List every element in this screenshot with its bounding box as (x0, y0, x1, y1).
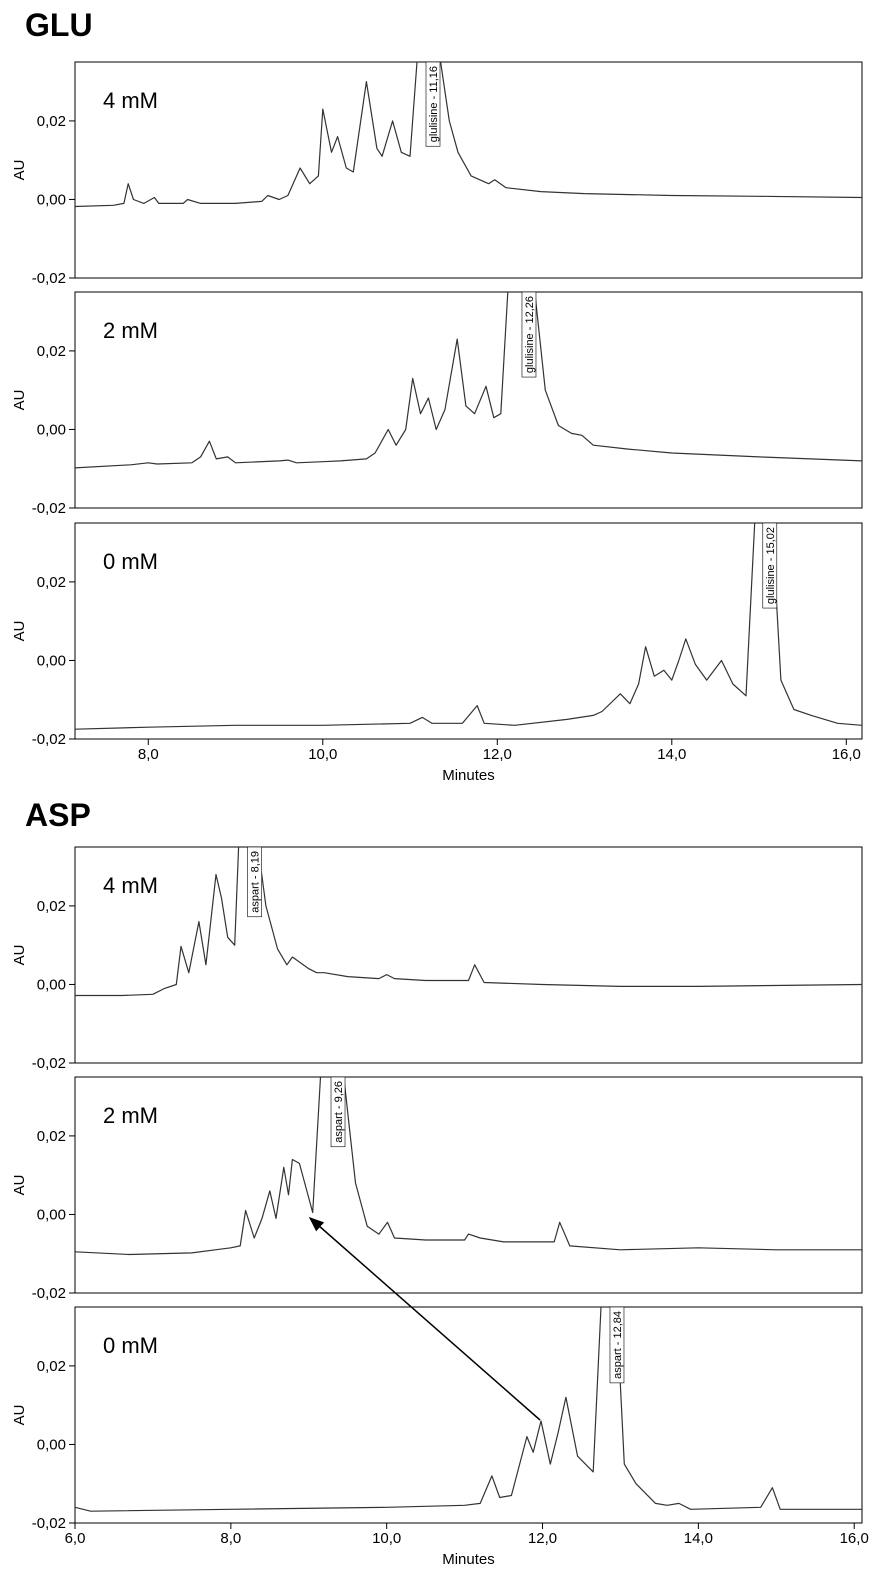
panel-label: 0 mM (103, 549, 158, 574)
y-tick-label: 0,00 (37, 1436, 66, 1453)
peak-label-text: aspart - 12,84 (612, 1311, 624, 1379)
x-tick-label: 10,0 (372, 1530, 401, 1547)
x-tick-label: 16,0 (832, 746, 861, 763)
panel-label: 2 mM (103, 318, 158, 343)
y-tick-label: 0,02 (37, 574, 66, 591)
chart-title: GLU (25, 7, 93, 43)
chart-title: ASP (25, 797, 91, 833)
y-axis-label: AU (11, 160, 28, 181)
peak-label-text: glulisine - 11,16 (428, 66, 440, 142)
trace-line (75, 1077, 862, 1256)
plot-frame (74, 1076, 863, 1294)
y-tick-label: -0,02 (32, 1285, 66, 1302)
x-tick-label: 16,0 (840, 1530, 869, 1547)
y-tick-label: -0,02 (32, 1515, 66, 1532)
peak-label-box (330, 1076, 346, 1148)
peak-label-text: aspart - 9,26 (333, 1081, 345, 1143)
y-tick-label: -0,02 (32, 270, 66, 287)
peak-label-text: aspart - 8,19 (250, 851, 262, 913)
trace-line (75, 62, 862, 208)
peak-label: aspart - 9,26 (330, 1076, 346, 1148)
x-axis-label: Minutes (442, 1551, 495, 1568)
peak-label-box (521, 291, 537, 378)
peak-label: glulisine - 11,16 (425, 61, 441, 147)
peak-label-box (247, 846, 262, 918)
peak-label: glulisine - 12,26 (521, 291, 537, 378)
plot-frame (74, 846, 863, 1064)
plot-frame (74, 1306, 863, 1524)
peak-label: aspart - 8,19 (247, 846, 262, 918)
x-tick-label: 8,0 (220, 1530, 241, 1547)
y-tick-label: -0,02 (32, 731, 66, 748)
y-tick-label: 0,02 (37, 1128, 66, 1145)
y-tick-label: 0,02 (37, 898, 66, 915)
trace-line (75, 523, 862, 730)
y-tick-label: 0,00 (37, 652, 66, 669)
x-tick-label: 12,0 (528, 1530, 557, 1547)
peak-label-box (425, 61, 441, 147)
arrow (308, 1217, 541, 1421)
trace-line (75, 1307, 862, 1512)
x-tick-label: 10,0 (308, 746, 337, 763)
peak-label-text: glulisine - 15,02 (765, 527, 777, 604)
y-tick-label: 0,00 (37, 191, 66, 208)
y-tick-label: -0,02 (32, 1055, 66, 1072)
panel-label: 4 mM (103, 88, 158, 113)
plot-frame (74, 522, 863, 740)
x-tick-label: 14,0 (657, 746, 686, 763)
x-tick-label: 14,0 (684, 1530, 713, 1547)
x-axis-label: Minutes (442, 767, 495, 784)
x-tick-label: 6,0 (65, 1530, 86, 1547)
peak-label-box (609, 1306, 625, 1384)
y-axis-label: AU (11, 621, 28, 642)
peak-label-box (762, 522, 778, 609)
y-axis-label: AU (11, 945, 28, 966)
y-tick-label: 0,00 (37, 1206, 66, 1223)
trace-line (75, 292, 862, 469)
peak-label: aspart - 12,84 (609, 1306, 625, 1384)
y-tick-label: 0,02 (37, 343, 66, 360)
y-tick-label: 0,02 (37, 113, 66, 130)
plot-frame (74, 61, 863, 279)
y-axis-label: AU (11, 1405, 28, 1426)
y-axis-label: AU (11, 390, 28, 411)
panel-label: 2 mM (103, 1103, 158, 1128)
peak-label-text: glulisine - 12,26 (524, 296, 536, 373)
y-tick-label: -0,02 (32, 500, 66, 517)
y-axis-label: AU (11, 1175, 28, 1196)
x-tick-label: 8,0 (138, 746, 159, 763)
trace-line (75, 847, 862, 997)
y-tick-label: 0,00 (37, 976, 66, 993)
peak-label: glulisine - 15,02 (762, 522, 778, 609)
x-tick-label: 12,0 (483, 746, 512, 763)
panel-label: 0 mM (103, 1333, 158, 1358)
y-tick-label: 0,02 (37, 1358, 66, 1375)
y-tick-label: 0,00 (37, 421, 66, 438)
plot-frame (74, 291, 863, 509)
panel-label: 4 mM (103, 873, 158, 898)
